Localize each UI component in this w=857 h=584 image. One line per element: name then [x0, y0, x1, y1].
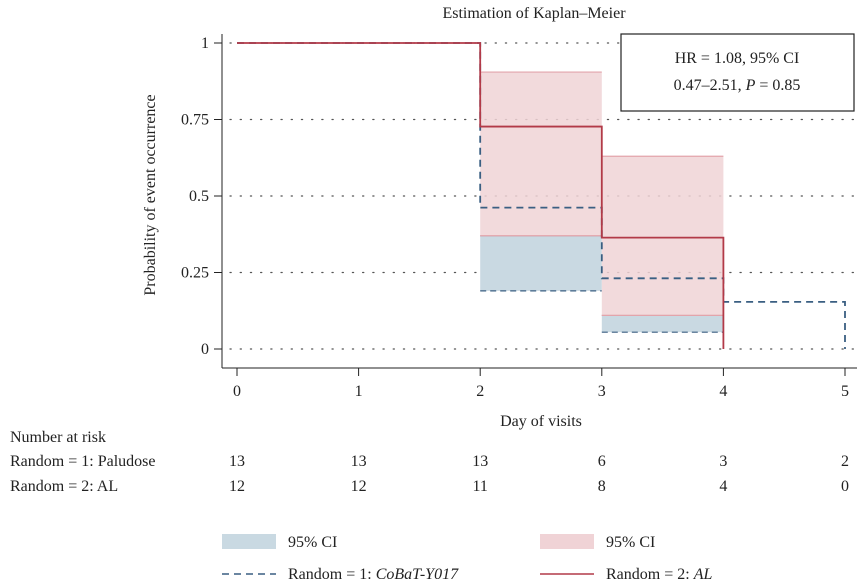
risk-table-value: 12	[229, 478, 245, 495]
km-curve-1	[237, 42, 846, 349]
risk-table-value: 13	[351, 453, 367, 470]
risk-table-value: 11	[472, 478, 487, 495]
annotation-line2-p: P	[745, 77, 756, 94]
risk-table-row-label: Random = 2: AL	[10, 478, 118, 495]
km-curve-2	[237, 42, 725, 349]
annotation-line-1: HR = 1.08, 95% CI	[675, 50, 800, 67]
y-tick-label: 0	[201, 341, 209, 358]
legend-series-label: Random = 2: AL	[606, 566, 712, 583]
x-tick-label: 2	[476, 383, 484, 400]
legend-ci-label: 95% CI	[288, 534, 337, 551]
x-tick-label: 1	[355, 383, 363, 400]
legend-series-italic: CoBaT-Y017	[376, 566, 459, 583]
ci-band	[480, 72, 602, 236]
legend-series-prefix: Random = 2:	[606, 566, 694, 583]
y-tick-label: 0.25	[181, 265, 209, 282]
chart-title: Estimation of Kaplan–Meier	[442, 5, 626, 22]
risk-table-value: 12	[351, 478, 367, 495]
risk-table-value: 13	[229, 453, 245, 470]
legend-ci-swatch	[222, 534, 276, 549]
risk-table-title: Number at risk	[10, 429, 106, 446]
annotation-line2-post: = 0.85	[755, 77, 800, 94]
annotation-line-2: 0.47–2.51, P = 0.85	[674, 77, 801, 94]
x-axis-label: Day of visits	[500, 413, 582, 430]
annotation-line2-pre: 0.47–2.51,	[674, 77, 746, 94]
risk-table-value: 3	[719, 453, 727, 470]
x-tick-label: 5	[841, 383, 849, 400]
annotation-box	[620, 33, 855, 112]
y-tick-label: 1	[201, 35, 209, 52]
ci-band	[480, 235, 602, 291]
x-tick-label: 3	[598, 383, 606, 400]
legend-ci-label: 95% CI	[606, 534, 655, 551]
risk-table-value: 6	[598, 453, 606, 470]
y-tick-label: 0.5	[189, 188, 209, 205]
risk-table-value: 0	[841, 478, 849, 495]
risk-table-value: 8	[598, 478, 606, 495]
risk-table-value: 2	[841, 453, 849, 470]
ci-band	[601, 315, 724, 333]
y-tick-label: 0.75	[181, 112, 209, 129]
legend-series-label: Random = 1: CoBaT-Y017	[288, 566, 459, 583]
ci-band	[601, 156, 724, 316]
risk-table-value: 13	[472, 453, 488, 470]
x-tick-label: 0	[233, 383, 241, 400]
risk-table-value: 4	[719, 478, 727, 495]
x-tick-label: 4	[719, 383, 727, 400]
risk-table-row-label: Random = 1: Paludose	[10, 453, 155, 470]
legend-series-italic: AL	[693, 566, 713, 583]
y-axis-label: Probability of event occurrence	[142, 94, 159, 295]
legend-series-prefix: Random = 1:	[288, 566, 376, 583]
legend-ci-swatch	[540, 534, 594, 549]
